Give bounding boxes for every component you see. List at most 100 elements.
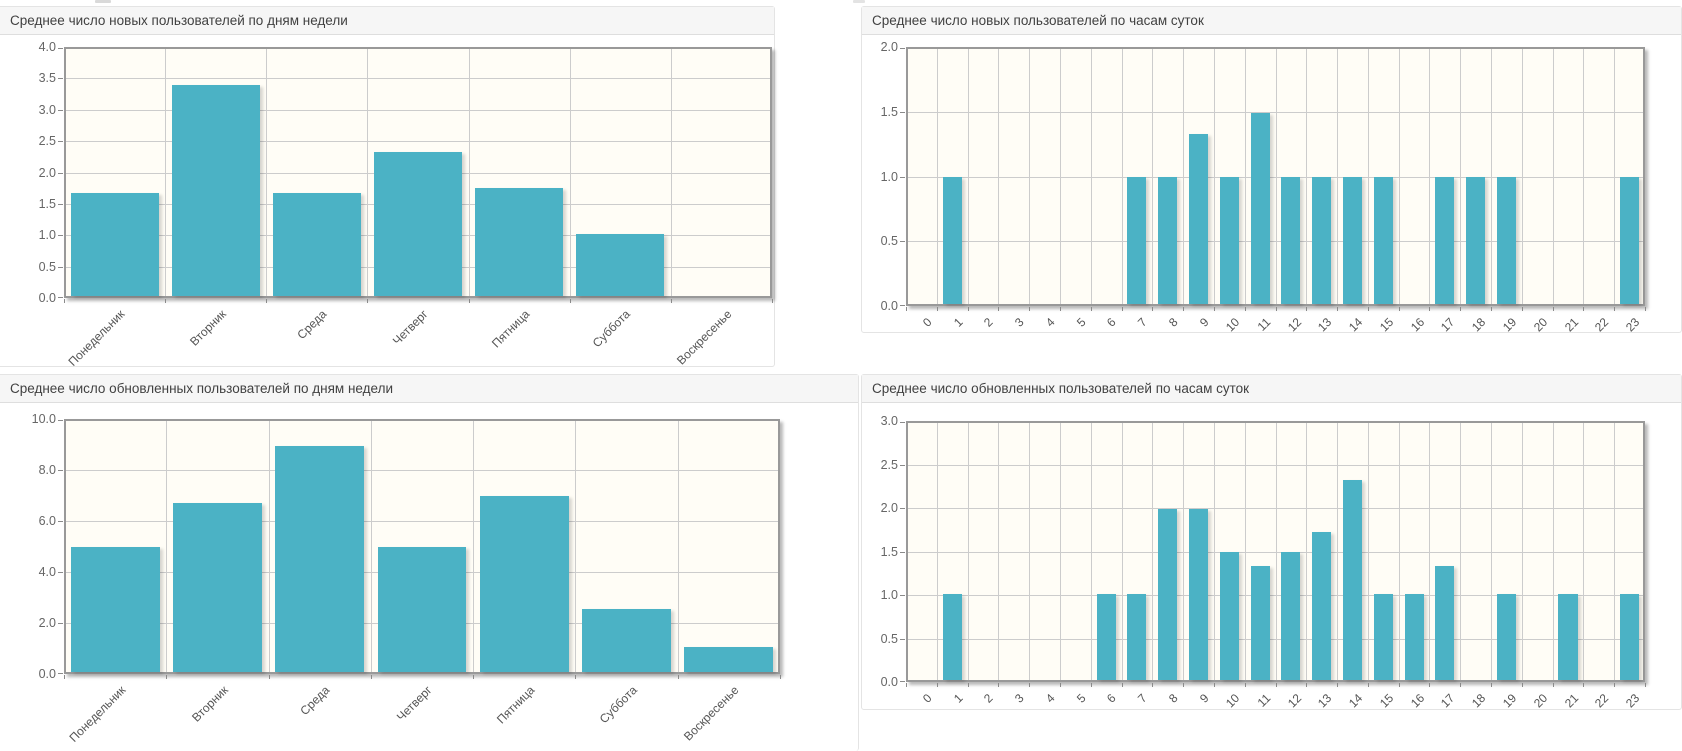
bar[interactable] [1435,566,1455,680]
x-tick-mark [64,675,65,679]
y-tick-label: 2.5 [38,134,56,149]
x-tick-label: 1 [950,315,966,330]
panel-header[interactable]: Среднее число новых пользователей по час… [862,7,1681,35]
y-tick-mark [900,464,905,466]
bar[interactable] [172,502,262,672]
bar[interactable] [942,176,962,304]
bar[interactable] [1404,594,1424,680]
bar[interactable] [1373,594,1393,680]
gridline-vertical [575,421,577,672]
bar[interactable] [1219,176,1239,304]
bar[interactable] [1096,594,1116,680]
x-tick-label: 7 [1135,315,1150,330]
bar[interactable] [1127,594,1147,680]
x-tick-mark [266,299,268,303]
x-tick-mark [1583,683,1585,687]
bar[interactable] [1312,531,1332,680]
gridline-vertical [1090,423,1092,680]
bar[interactable] [1158,176,1178,304]
y-tick-mark [58,172,63,174]
x-tick-label: 13 [1315,315,1335,335]
x-tick-label: 21 [1561,315,1581,335]
bar[interactable] [1281,551,1301,680]
x-tick-label: 5 [1073,691,1089,706]
bar[interactable] [1219,551,1239,680]
gridline-vertical [1337,49,1339,304]
bar[interactable] [1127,176,1147,304]
bar[interactable] [1250,112,1270,304]
panel-header[interactable]: Среднее число обновленных пользователей … [0,375,858,403]
bar[interactable] [942,594,962,680]
x-tick-mark [1398,683,1400,687]
bar[interactable] [171,85,260,296]
panel-header[interactable]: Среднее число новых пользователей по дня… [0,7,774,35]
bar[interactable] [1250,566,1270,680]
bar[interactable] [1188,508,1209,680]
cropped-content-artifact [853,0,865,3]
x-tick-mark [1152,683,1154,687]
plot-area [906,47,1645,306]
x-tick-label: 9 [1196,315,1212,330]
x-tick-mark [998,683,1000,687]
x-tick-mark [936,683,938,687]
bar[interactable] [479,496,569,672]
x-tick-label: 7 [1135,691,1150,706]
bar[interactable] [582,609,672,672]
x-tick-label: 9 [1196,691,1212,706]
bar[interactable] [272,192,361,296]
y-tick-mark [58,141,63,143]
bar[interactable] [1466,176,1486,304]
x-tick-mark [1491,683,1493,687]
gridline-vertical [1213,49,1215,304]
y-tick-label: 6.0 [38,514,56,528]
x-tick-mark [998,307,1000,311]
bar[interactable] [1342,480,1362,680]
y-tick-mark [58,470,63,471]
bar[interactable] [1558,594,1578,680]
bar[interactable] [684,646,774,672]
y-tick-label: 1.5 [38,196,56,211]
x-tick-mark [1121,307,1123,311]
y-tick-mark [900,595,905,596]
bar[interactable] [1373,176,1393,304]
bar[interactable] [1342,176,1362,304]
bar[interactable] [377,546,467,672]
x-tick-label: Суббота [590,307,634,351]
x-tick-label: 22 [1592,315,1612,335]
x-tick-mark [936,307,938,311]
bar[interactable] [1620,594,1640,680]
y-tick-label: 1.0 [880,169,898,184]
x-tick-mark [677,675,679,679]
bar[interactable] [1496,594,1516,680]
bar[interactable] [1435,176,1455,304]
x-tick-mark [1491,307,1493,311]
bar[interactable] [275,446,365,672]
bar[interactable] [1312,176,1332,304]
gridline-horizontal [66,109,770,111]
y-tick-mark [900,305,905,306]
bar[interactable] [1188,134,1209,304]
gridline-vertical [1552,49,1554,304]
x-tick-mark [967,683,969,687]
panel-header[interactable]: Среднее число обновленных пользователей … [862,375,1681,403]
y-tick-mark [58,297,63,298]
bar[interactable] [475,187,564,296]
x-tick-mark [1275,307,1277,311]
bar[interactable] [1496,176,1516,304]
panel-new-users-by-weekday: Среднее число новых пользователей по дня… [0,6,775,369]
x-tick-label: 12 [1284,691,1304,711]
bar[interactable] [1158,508,1178,680]
bar[interactable] [1281,176,1301,304]
gridline-vertical [1306,49,1308,304]
x-tick-mark [1367,307,1369,311]
bar[interactable] [70,192,159,296]
bar[interactable] [576,234,665,296]
x-tick-mark [1337,683,1339,687]
gridline-vertical [1429,423,1431,680]
bar[interactable] [374,152,462,296]
x-tick-mark [1213,307,1215,311]
bar[interactable] [70,546,160,672]
bar[interactable] [1620,176,1640,304]
x-tick-mark [268,675,270,679]
